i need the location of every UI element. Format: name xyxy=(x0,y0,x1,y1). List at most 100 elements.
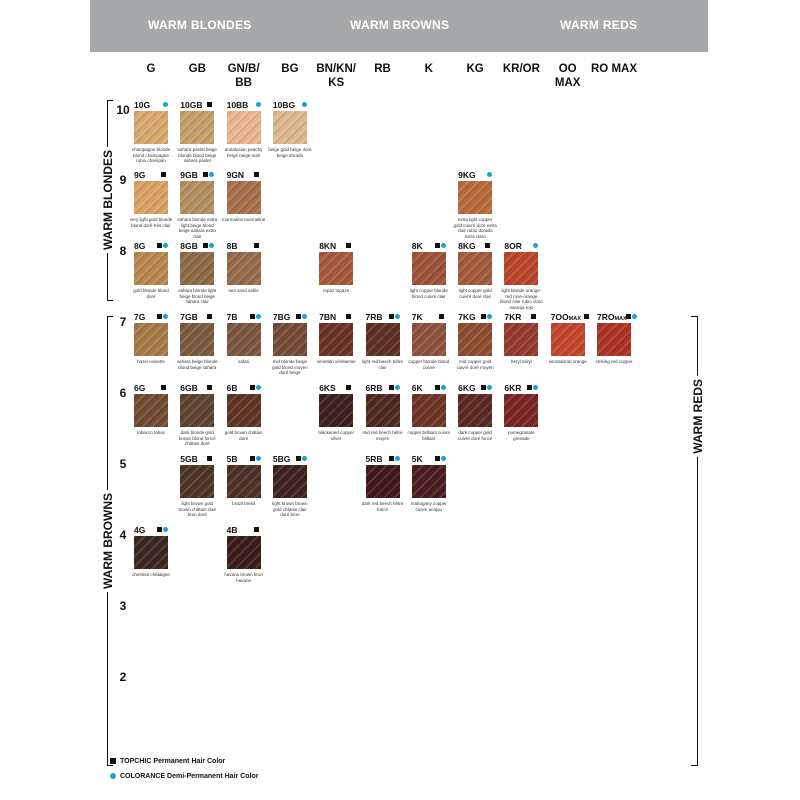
topchic-square-icon xyxy=(249,456,255,461)
swatch-code-text: 6B xyxy=(226,383,238,393)
swatch: 7BN venetian vénitienne xyxy=(317,312,357,365)
colorance-dot-icon xyxy=(394,314,400,319)
color-chip xyxy=(226,252,261,285)
colorance-dot-icon xyxy=(440,456,446,461)
swatch-code-text: 7BN xyxy=(319,312,337,322)
swatch-code: 6GB xyxy=(180,383,218,393)
color-chip xyxy=(226,181,261,214)
swatch-code-text: 7KR xyxy=(504,312,522,322)
topchic-square-icon xyxy=(203,172,209,177)
color-chip xyxy=(272,111,307,144)
colorance-dot-icon xyxy=(487,172,493,177)
colorance-dot-icon xyxy=(255,314,261,319)
color-chip xyxy=(226,323,261,356)
topchic-square-icon xyxy=(626,314,631,319)
swatch-code: 7KR xyxy=(504,312,542,322)
color-chip xyxy=(180,252,215,285)
colorance-dot-icon xyxy=(394,456,400,461)
swatch: 7K copper blonde blond cuivré xyxy=(408,312,450,370)
legend-colorance: COLORANCE Demi-Permanent Hair Color xyxy=(110,773,258,780)
swatch-code-text: 7RB xyxy=(365,312,383,322)
topchic-square-icon xyxy=(346,314,352,319)
swatch-code: 10BB xyxy=(227,100,265,110)
topchic-square-icon xyxy=(249,314,255,319)
swatch-code-text: 8G xyxy=(134,241,146,251)
topchic-square-icon xyxy=(207,385,213,390)
color-chip xyxy=(411,252,446,285)
colorance-dot-icon xyxy=(440,243,446,248)
swatch-code: 4B xyxy=(227,525,265,535)
reds-bracket-line xyxy=(697,316,698,766)
swatch-code: 10GB xyxy=(180,100,218,110)
color-chip xyxy=(180,111,215,144)
swatch-code-text: 5B xyxy=(226,454,238,464)
swatch-description: safari xyxy=(238,359,250,364)
swatch: 6RB mid red beech hêtre moyen xyxy=(362,383,404,441)
swatch-description: sahara pastel beige blonde blond beige s… xyxy=(177,147,217,163)
swatch-code-text: 9GN xyxy=(226,170,245,180)
colorance-dot-icon xyxy=(255,102,261,107)
swatch-code: 8G xyxy=(134,241,172,251)
swatch-description: light copper blonde blond cuivré clair xyxy=(409,288,448,299)
color-chip xyxy=(134,323,168,356)
color-chip xyxy=(365,465,400,498)
colorance-dot-icon xyxy=(440,385,446,390)
swatch-description: sahara blonde light beige blond beige sa… xyxy=(178,288,217,304)
swatch-description: champagne blonde blond champagne rubio c… xyxy=(131,147,171,163)
topchic-square-icon xyxy=(434,385,440,390)
swatch-code-text: 8K xyxy=(411,241,423,251)
topchic-square-icon xyxy=(481,385,487,390)
swatch-code: 8B xyxy=(227,241,265,251)
bracket-tick xyxy=(691,316,697,317)
column-header: RB xyxy=(374,63,391,75)
color-chip xyxy=(272,465,307,498)
swatch-code-text: 7OO xyxy=(550,312,569,322)
swatch-code: 5RB xyxy=(366,454,404,464)
topchic-square-icon xyxy=(207,102,213,107)
bracket-tick xyxy=(107,100,113,101)
swatch-code: 7KG xyxy=(458,312,496,322)
swatch-code-text: 7BG xyxy=(272,312,291,322)
swatch: 8K light copper blonde blond cuivré clair xyxy=(410,241,450,299)
swatch: 9KG extra light copper gold cuivré doré e… xyxy=(453,170,496,239)
swatch: 9G very light gold blonde blond doré très… xyxy=(130,170,173,228)
color-chip xyxy=(504,394,539,427)
swatch-description: sahara blonde extra light beige blond be… xyxy=(177,217,218,239)
level-label: 6 xyxy=(119,386,127,400)
colorance-dot-icon xyxy=(301,102,307,107)
swatch-code: 9KG xyxy=(458,170,496,180)
swatch-code: 4G xyxy=(134,525,172,535)
family-warm-reds: WARM REDS xyxy=(560,18,638,32)
color-chip xyxy=(180,465,215,498)
topchic-square-icon xyxy=(157,314,162,319)
swatch-code-text: 5GB xyxy=(180,454,198,464)
swatch-code-text: 5BG xyxy=(272,454,291,464)
color-chip xyxy=(134,252,168,285)
column-header: KG xyxy=(466,63,484,75)
swatch-description: hazel noisette xyxy=(137,359,165,364)
colorance-dot-icon xyxy=(163,527,168,532)
topchic-square-icon xyxy=(253,172,259,177)
swatch-code-text: 6KR xyxy=(504,383,522,393)
colorance-dot-icon xyxy=(533,243,539,248)
swatch-description: dark copper gold cuivre doré foncé xyxy=(457,430,493,441)
swatch: 7KR beryl béryl xyxy=(504,312,542,365)
swatch-code-text: 7RO xyxy=(597,312,615,322)
side-label-warm-browns: WARM BROWNS xyxy=(100,490,115,592)
swatch-code-text: 6K xyxy=(411,383,423,393)
color-chip xyxy=(365,394,400,427)
swatch-code: 8KG xyxy=(458,241,496,251)
color-chip xyxy=(134,394,168,427)
swatch-code-text: 6KG xyxy=(458,383,476,393)
colorance-dot-icon xyxy=(301,456,307,461)
swatch-description: copper brilliant cuivre brillant xyxy=(407,430,451,441)
topchic-square-icon xyxy=(438,314,444,319)
swatch-code-text: 8OR xyxy=(504,241,522,251)
color-chip xyxy=(226,536,261,569)
swatch-code: 9GB xyxy=(180,170,218,180)
column-header: RO MAX xyxy=(591,63,637,75)
swatch: 5B brazil brésil xyxy=(226,454,265,507)
swatch: 5GB light brown gold brown châtain clair … xyxy=(179,454,218,518)
swatch-code: 5BG xyxy=(273,454,311,464)
family-header-band xyxy=(90,0,708,52)
